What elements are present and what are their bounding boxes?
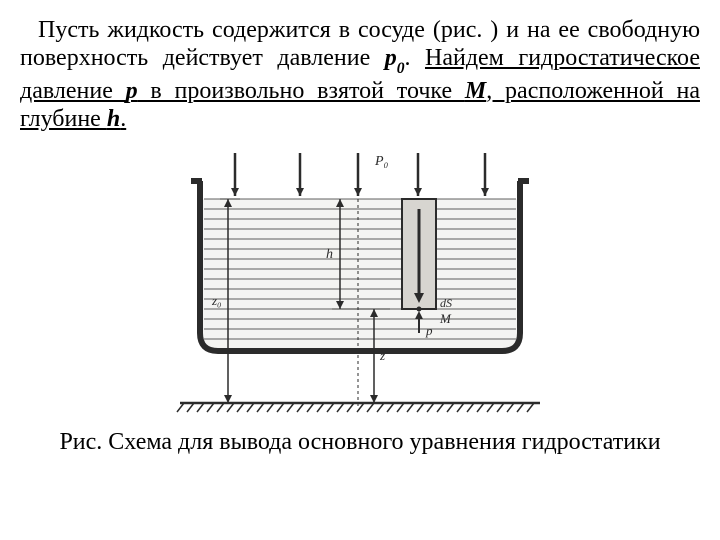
svg-text:M: M bbox=[439, 311, 452, 326]
diagram-container: P₀ h MdS p z₀ z bbox=[20, 141, 700, 421]
text-run: . bbox=[405, 45, 425, 71]
underlined-run: в произвольно взятой точке bbox=[138, 78, 465, 104]
hydrostatics-diagram: P₀ h MdS p z₀ z bbox=[140, 141, 580, 421]
var-p0-0: 0 bbox=[397, 60, 405, 77]
svg-text:z₀: z₀ bbox=[211, 293, 222, 308]
var-M: M bbox=[465, 78, 486, 104]
svg-text:h: h bbox=[326, 247, 333, 262]
problem-paragraph: Пусть жидкость содержится в сосуде (рис.… bbox=[20, 16, 700, 133]
var-p: p bbox=[126, 78, 138, 104]
caption-text: Схема для вывода основного уравнения гид… bbox=[102, 429, 660, 455]
var-p0-p: p bbox=[385, 45, 397, 71]
var-h: h bbox=[107, 106, 120, 132]
caption-label: Рис. bbox=[59, 429, 102, 455]
svg-text:P₀: P₀ bbox=[374, 154, 389, 169]
svg-text:dS: dS bbox=[440, 296, 452, 310]
figure-caption: Рис. Схема для вывода основного уравнени… bbox=[20, 429, 700, 457]
svg-text:p: p bbox=[425, 323, 433, 338]
svg-text:z: z bbox=[379, 348, 385, 363]
underlined-period: . bbox=[120, 106, 126, 132]
